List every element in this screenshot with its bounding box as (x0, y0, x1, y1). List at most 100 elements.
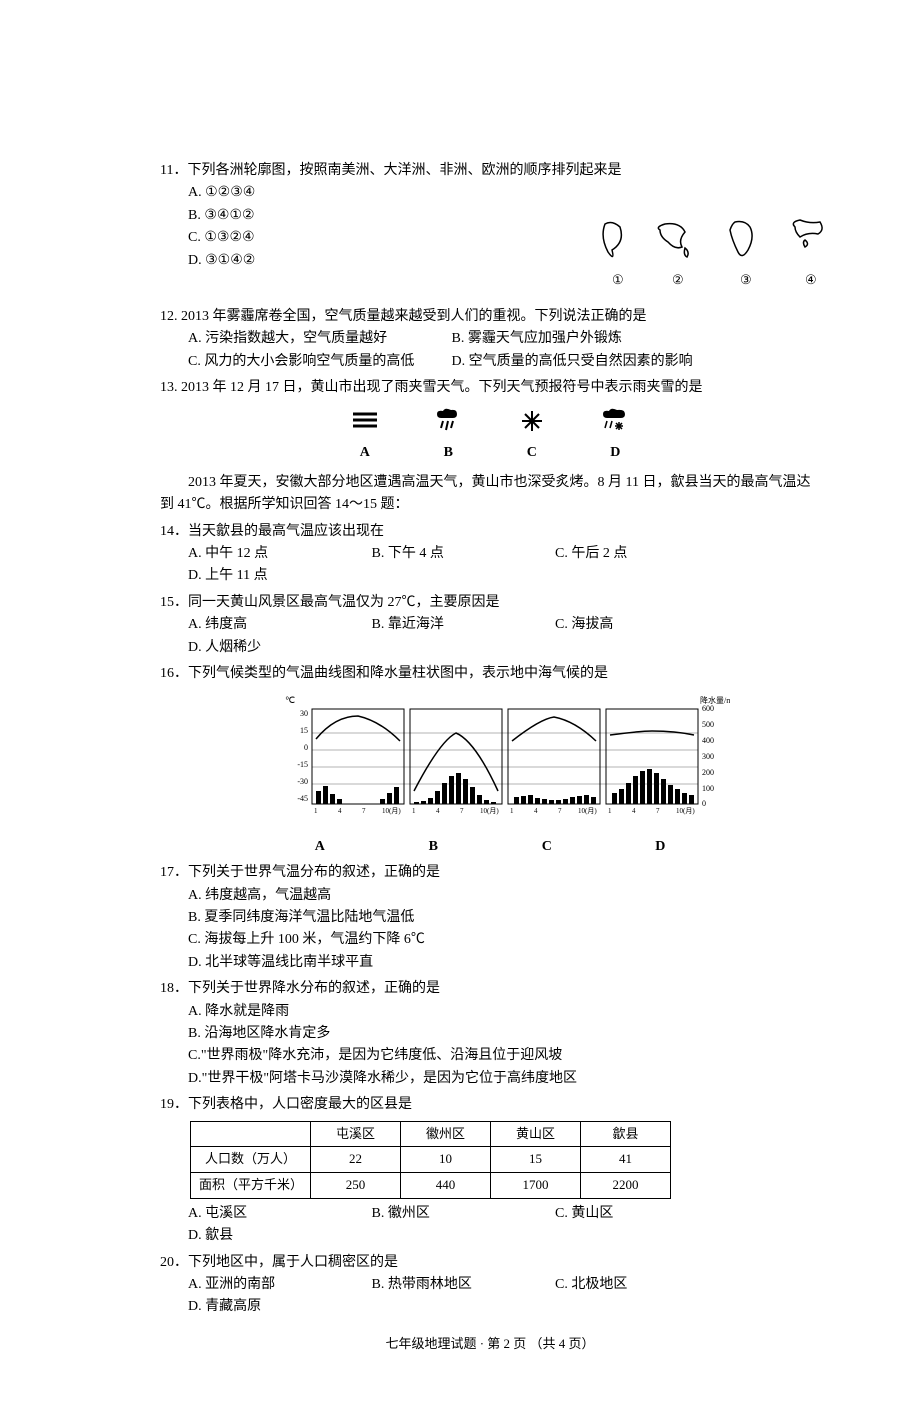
svg-text:-15: -15 (297, 760, 308, 769)
q15-opt-d: D. 人烟稀少 (188, 637, 328, 659)
svg-text:1: 1 (608, 807, 612, 815)
question-11: 11．下列各洲轮廓图，按照南美洲、大洋洲、非洲、欧洲的顺序排列起来是 A. ①②… (160, 160, 820, 302)
q20-opt-b: B. 热带雨林地区 (372, 1274, 512, 1296)
q16-label-a: A (265, 836, 375, 858)
q18-opt-c: C."世界雨极"降水充沛，是因为它纬度低、沿海且位于迎风坡 (188, 1045, 820, 1067)
label-b: B (408, 442, 488, 464)
q16-label-d: D (605, 836, 715, 858)
svg-text:300: 300 (702, 752, 714, 761)
continent-label-4: ④ (805, 272, 817, 287)
cell-area-3: 1700 (491, 1173, 581, 1199)
svg-text:1: 1 (412, 807, 416, 815)
q14-opt-a: A. 中午 12 点 (188, 543, 328, 565)
q16-label-c: C (492, 836, 602, 858)
th-tunxi: 屯溪区 (311, 1121, 401, 1147)
q17-opt-b: B. 夏季同纬度海洋气温比陆地气温低 (188, 907, 820, 929)
svg-text:200: 200 (702, 768, 714, 777)
svg-text:500: 500 (702, 720, 714, 729)
q18-options: A. 降水就是降雨 B. 沿海地区降水肯定多 C."世界雨极"降水充沛，是因为它… (160, 1001, 820, 1091)
continent-outlines: ① ② ③ ④ (590, 212, 840, 302)
q12-opt-c: C. 风力的大小会影响空气质量的高低 (188, 351, 448, 373)
q20-text: 20．下列地区中，属于人口稠密区的是 (160, 1252, 820, 1274)
table-row-area: 面积（平方千米） 250 440 1700 2200 (191, 1173, 671, 1199)
svg-text:10(月): 10(月) (578, 807, 597, 815)
question-15: 15．同一天黄山风景区最高气温仅为 27℃，主要原因是 A. 纬度高 B. 靠近… (160, 592, 820, 659)
q19-options: A. 屯溪区 B. 徽州区 C. 黄山区 D. 歙县 (160, 1203, 820, 1248)
weather-b: B (408, 408, 488, 464)
svg-text:1: 1 (314, 807, 318, 815)
svg-text:0: 0 (702, 799, 706, 808)
q15-text: 15．同一天黄山风景区最高气温仅为 27℃，主要原因是 (160, 592, 820, 614)
svg-text:30: 30 (300, 709, 308, 718)
passage-14-15: 2013 年夏天，安徽大部分地区遭遇高温天气，黄山市也深受炙烤。8 月 11 日… (160, 472, 820, 517)
q17-text: 17．下列关于世界气温分布的叙述，正确的是 (160, 862, 820, 884)
q14-opt-b: B. 下午 4 点 (372, 543, 512, 565)
q11-opt-a: A. ①②③④ (188, 182, 820, 204)
svg-text:4: 4 (632, 807, 636, 815)
q20-opt-c: C. 北极地区 (555, 1274, 695, 1296)
table-header-row: 屯溪区 徽州区 黄山区 歙县 (191, 1121, 671, 1147)
cell-pop-3: 15 (491, 1147, 581, 1173)
q12-opt-b: B. 雾霾天气应加强户外锻炼 (452, 328, 712, 350)
th-shexian: 歙县 (581, 1121, 671, 1147)
svg-text:4: 4 (436, 807, 440, 815)
q19-text: 19．下列表格中，人口密度最大的区县是 (160, 1094, 820, 1116)
q18-opt-d: D."世界干极"阿塔卡马沙漠降水稀少，是因为它位于高纬度地区 (188, 1068, 820, 1090)
snow-icon (492, 408, 572, 438)
table-row-population: 人口数（万人） 22 10 15 41 (191, 1147, 671, 1173)
q17-options: A. 纬度越高，气温越高 B. 夏季同纬度海洋气温比陆地气温低 C. 海拔每上升… (160, 885, 820, 975)
svg-text:1: 1 (510, 807, 514, 815)
weather-d: D (575, 408, 655, 464)
continent-label-1: ① (612, 272, 624, 287)
label-c: C (492, 442, 572, 464)
continent-label-2: ② (672, 272, 684, 287)
th-huizhou: 徽州区 (401, 1121, 491, 1147)
q20-opt-d: D. 青藏高原 (188, 1296, 328, 1318)
question-12: 12. 2013 年雾霾席卷全国，空气质量越来越受到人们的重视。下列说法正确的是… (160, 306, 820, 373)
continent-label-3: ③ (740, 272, 752, 287)
q15-opt-a: A. 纬度高 (188, 614, 328, 636)
weather-a: A (325, 408, 405, 464)
question-14: 14．当天歙县的最高气温应该出现在 A. 中午 12 点 B. 下午 4 点 C… (160, 521, 820, 588)
cell-area-1: 250 (311, 1173, 401, 1199)
svg-text:10(月): 10(月) (676, 807, 695, 815)
svg-text:4: 4 (534, 807, 538, 815)
svg-text:10(月): 10(月) (382, 807, 401, 815)
question-18: 18．下列关于世界降水分布的叙述，正确的是 A. 降水就是降雨 B. 沿海地区降… (160, 978, 820, 1090)
q15-opt-b: B. 靠近海洋 (372, 614, 512, 636)
question-17: 17．下列关于世界气温分布的叙述，正确的是 A. 纬度越高，气温越高 B. 夏季… (160, 862, 820, 974)
svg-text:7: 7 (558, 807, 562, 815)
q19-opt-d: D. 歙县 (188, 1225, 328, 1247)
q13-text: 13. 2013 年 12 月 17 日，黄山市出现了雨夹雪天气。下列天气预报符… (160, 377, 820, 399)
label-d: D (575, 442, 655, 464)
q17-opt-c: C. 海拔每上升 100 米，气温约下降 6℃ (188, 929, 820, 951)
svg-text:400: 400 (702, 736, 714, 745)
q14-opt-d: D. 上午 11 点 (188, 565, 328, 587)
page-footer: 七年级地理试题 · 第 2 页 （共 4 页） (160, 1333, 820, 1352)
cell-pop-label: 人口数（万人） (191, 1147, 311, 1173)
q16-text: 16．下列气候类型的气温曲线图和降水量柱状图中，表示地中海气候的是 (160, 663, 820, 685)
q14-text: 14．当天歙县的最高气温应该出现在 (160, 521, 820, 543)
rain-icon (408, 408, 488, 438)
weather-icons-row: A B C D (160, 408, 820, 464)
fog-icon (325, 408, 405, 438)
cell-pop-2: 10 (401, 1147, 491, 1173)
q15-options: A. 纬度高 B. 靠近海洋 C. 海拔高 D. 人烟稀少 (160, 614, 820, 659)
q14-opt-c: C. 午后 2 点 (555, 543, 695, 565)
question-20: 20．下列地区中，属于人口稠密区的是 A. 亚洲的南部 B. 热带雨林地区 C.… (160, 1252, 820, 1319)
temp-unit-label: ℃ (285, 695, 295, 705)
q17-opt-d: D. 北半球等温线比南半球平直 (188, 952, 820, 974)
population-density-table: 屯溪区 徽州区 黄山区 歙县 人口数（万人） 22 10 15 41 面积（平方… (190, 1121, 671, 1199)
question-13: 13. 2013 年 12 月 17 日，黄山市出现了雨夹雪天气。下列天气预报符… (160, 377, 820, 464)
question-19: 19．下列表格中，人口密度最大的区县是 屯溪区 徽州区 黄山区 歙县 人口数（万… (160, 1094, 820, 1248)
svg-text:4: 4 (338, 807, 342, 815)
svg-text:100: 100 (702, 784, 714, 793)
q20-options: A. 亚洲的南部 B. 热带雨林地区 C. 北极地区 D. 青藏高原 (160, 1274, 820, 1319)
svg-text:10(月): 10(月) (480, 807, 499, 815)
cell-area-label: 面积（平方千米） (191, 1173, 311, 1199)
q19-opt-b: B. 徽州区 (372, 1203, 512, 1225)
q14-options: A. 中午 12 点 B. 下午 4 点 C. 午后 2 点 D. 上午 11 … (160, 543, 820, 588)
cell-area-4: 2200 (581, 1173, 671, 1199)
q12-opt-a: A. 污染指数越大，空气质量越好 (188, 328, 448, 350)
q20-opt-a: A. 亚洲的南部 (188, 1274, 328, 1296)
